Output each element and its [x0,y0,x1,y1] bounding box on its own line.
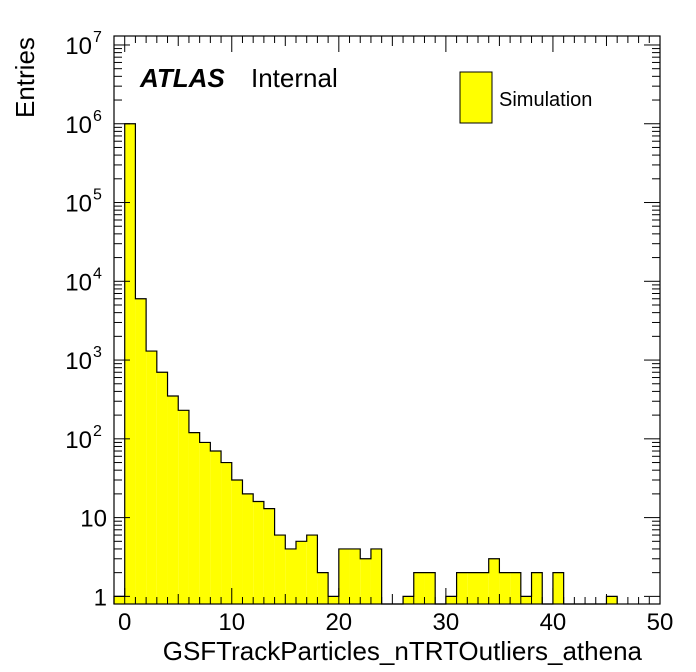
y-tick-label: 10 2 [65,423,102,454]
histogram-bar [274,535,286,604]
histogram-bar [370,548,382,604]
histogram-bar [488,558,500,604]
plot-frame [113,35,661,605]
y-tick-label-base: 10 [65,427,92,454]
histogram-bar [531,572,543,604]
y-tick-label-exponent: 2 [93,423,102,440]
histogram-bar [403,596,414,604]
histogram-bar [552,572,564,604]
histogram-bar [114,596,125,604]
y-tick-label-base: 10 [65,191,92,218]
histogram-bar [188,432,200,604]
histogram-bar [263,508,275,604]
histogram-bar [210,451,222,604]
x-tick-label: 0 [118,609,131,636]
x-tick-label: 50 [647,609,674,636]
y-tick-label: 10 [80,506,107,533]
legend-label: Simulation [499,89,592,111]
histogram-bar [338,548,350,604]
x-tick-labels: 0 10 20 30 40 50 [118,609,673,636]
y-tick-label-exponent: 3 [93,344,102,361]
histogram-bar [156,372,168,604]
histogram-bar [231,480,243,604]
y-tick-label-base: 10 [65,33,92,60]
y-tick-label-exponent: 6 [93,108,102,125]
axis-ticks [114,36,661,604]
histogram-bar [146,351,157,604]
y-tick-label-base: 10 [80,506,107,533]
y-tick-label: 1 [94,584,107,611]
x-tick-label: 20 [325,609,352,636]
y-axis-label: Entries [10,37,40,118]
histogram-bar [221,462,232,604]
y-tick-label: 10 3 [65,344,102,375]
histogram-bar [510,572,521,604]
histogram-bar [199,442,211,604]
y-tick-label: 10 5 [65,187,102,218]
histogram-bar [317,572,329,604]
histogram-bar [167,395,179,604]
histogram-bar [349,548,361,604]
histogram-bar [606,596,618,604]
histogram-bar [296,541,307,604]
y-tick-label: 10 4 [65,265,102,296]
histogram-bar [467,572,478,604]
histogram-outline [113,123,618,605]
histogram-bar [124,123,136,604]
histogram-bar [478,572,489,604]
y-tick-label-exponent: 5 [93,187,102,204]
y-tick-label: 10 7 [65,29,102,60]
histogram-bar [413,572,425,604]
atlas-label-internal: Internal [251,63,338,93]
x-tick-label: 10 [218,609,245,636]
histogram-bars [113,123,618,605]
y-tick-label-base: 10 [65,348,92,375]
histogram-bar [456,572,468,604]
y-tick-label-exponent: 4 [93,265,102,282]
y-tick-label-exponent: 7 [93,29,102,46]
histogram-bar [424,572,436,604]
histogram-bar [328,596,339,604]
histogram-bar [253,501,264,604]
y-tick-label-base: 10 [65,112,92,139]
histogram-bar [178,410,189,604]
y-tick-label-base: 1 [94,584,107,611]
atlas-label-bold: ATLAS [139,63,225,93]
histogram-bar [285,548,296,604]
histogram-bar [499,572,511,604]
x-tick-label: 40 [540,609,567,636]
legend-swatch [459,71,493,124]
histogram-bar [445,596,457,604]
histogram-bar [135,298,147,604]
legend: Simulation [459,71,592,124]
atlas-label: ATLAS Internal [139,63,338,93]
y-tick-label-base: 10 [65,269,92,296]
x-tick-label: 30 [433,609,460,636]
histogram-bar [306,535,318,604]
x-axis-label: GSFTrackParticles_nTRTOutliers_athena [163,636,643,666]
histogram-bar [242,493,254,604]
y-tick-label: 10 6 [65,108,102,139]
histogram-bar [520,596,532,604]
histogram-bar [360,558,371,604]
